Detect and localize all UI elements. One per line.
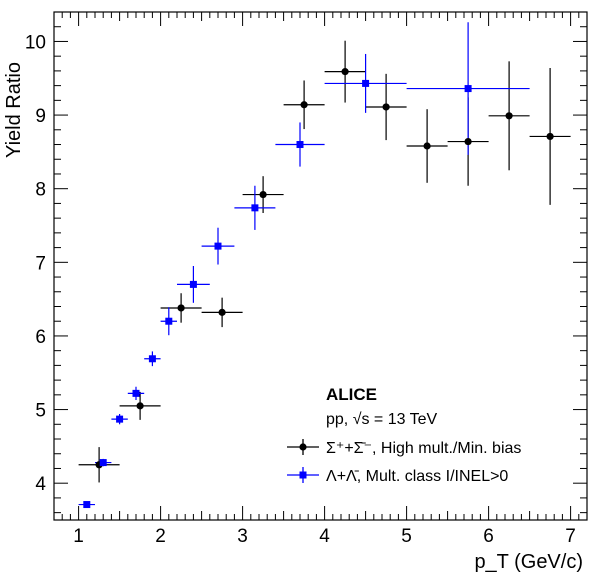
data-point-sigma	[546, 132, 554, 141]
data-point-sigma	[382, 103, 390, 111]
data-point-lambda	[362, 79, 370, 87]
legend: ALICE pp, √s = 13 TeV Σ⁺+Σ̄⁻, High mult.…	[287, 385, 521, 485]
x-axis-title: p_T (GeV/c)	[474, 551, 583, 573]
data-point-sigma	[423, 142, 431, 150]
x-tick-label: 6	[483, 526, 494, 547]
legend-marker-lambda	[299, 471, 307, 479]
y-tick-label: 5	[35, 401, 46, 422]
legend-entry-lambda: Λ+Λ̄, Mult. class I/INEL>0	[287, 467, 508, 485]
data-point-lambda	[132, 389, 140, 397]
data-point-lambda	[464, 85, 472, 93]
x-tick-label: 5	[401, 526, 412, 547]
data-point-lambda	[99, 459, 107, 467]
plot-frame	[53, 11, 588, 521]
data-point-sigma	[300, 101, 308, 109]
x-tick-label: 3	[237, 526, 248, 547]
legend-label-lambda: Λ+Λ̄, Mult. class I/INEL>0	[326, 468, 508, 485]
data-point-sigma	[177, 304, 185, 312]
y-tick-label: 9	[35, 106, 46, 127]
x-tick-label: 4	[319, 526, 330, 547]
legend-marker-sigma	[299, 443, 307, 451]
y-tick-label: 8	[35, 180, 46, 201]
data-point-sigma	[218, 308, 226, 316]
y-tick-label: 7	[35, 253, 46, 274]
data-point-sigma	[136, 402, 144, 410]
y-tick-label: 4	[35, 474, 46, 495]
data-point-sigma	[505, 112, 513, 120]
data-point-lambda	[214, 242, 222, 250]
y-axis-title: Yield Ratio	[3, 62, 25, 158]
tick-labels: 1 2 3 4 5 6 7 4 5 6 7 8 9 10	[25, 32, 576, 547]
data-markers	[83, 68, 554, 509]
data-point-lambda	[165, 317, 173, 325]
data-point-sigma	[464, 137, 472, 146]
legend-label-sigma: Σ⁺+Σ̄⁻, High mult./Min. bias	[326, 440, 521, 457]
legend-experiment: ALICE	[326, 385, 377, 404]
data-point-lambda	[83, 501, 91, 509]
data-point-sigma	[259, 190, 267, 199]
y-tick-label: 10	[25, 32, 46, 53]
data-point-lambda	[296, 141, 304, 149]
data-point-lambda	[148, 355, 156, 363]
data-point-lambda	[189, 280, 197, 288]
x-tick-label: 7	[565, 526, 576, 547]
data-point-lambda	[116, 415, 124, 423]
axis-ticks	[53, 11, 588, 520]
data-point-lambda	[251, 204, 259, 212]
data-point-sigma	[341, 68, 349, 76]
legend-entry-sigma: Σ⁺+Σ̄⁻, High mult./Min. bias	[287, 439, 521, 457]
legend-system: pp, √s = 13 TeV	[326, 411, 438, 428]
y-tick-label: 6	[35, 327, 46, 348]
x-tick-label: 1	[73, 526, 84, 547]
x-tick-label: 2	[155, 526, 166, 547]
